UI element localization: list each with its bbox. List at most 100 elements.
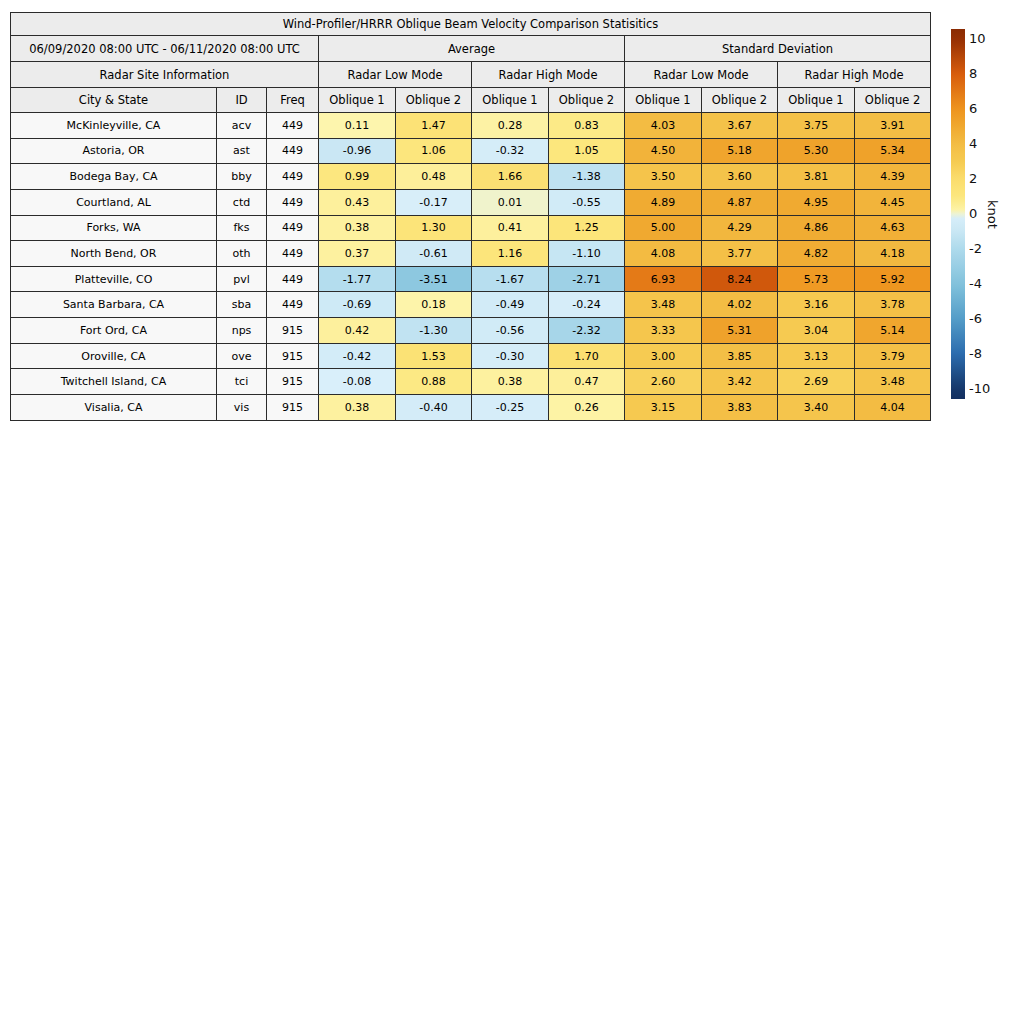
site-info-cell: Radar Site Information — [11, 62, 319, 88]
value-cell: -1.38 — [549, 164, 625, 190]
value-cell: 0.11 — [319, 113, 396, 139]
col-header-oblique1: Oblique 1 — [472, 88, 549, 113]
colorbar-tick-label: 2 — [969, 172, 977, 186]
value-cell: 3.83 — [702, 395, 778, 421]
group-average-cell: Average — [319, 36, 625, 62]
colorbar-tick-label: -2 — [969, 242, 982, 256]
value-cell: 4.03 — [625, 113, 702, 139]
value-cell: 0.18 — [396, 292, 472, 318]
site-cell-city: North Bend, OR — [11, 241, 217, 267]
value-cell: 0.43 — [319, 189, 396, 215]
table-row: Oroville, CAove915-0.421.53-0.301.703.00… — [11, 343, 931, 369]
value-cell: 3.04 — [778, 318, 855, 344]
value-cell: 3.60 — [702, 164, 778, 190]
value-cell: 4.63 — [855, 215, 931, 241]
value-cell: 1.05 — [549, 138, 625, 164]
site-cell-city: Astoria, OR — [11, 138, 217, 164]
value-cell: -0.32 — [472, 138, 549, 164]
value-cell: 3.15 — [625, 395, 702, 421]
value-cell: 4.04 — [855, 395, 931, 421]
value-cell: 4.02 — [702, 292, 778, 318]
value-cell: 2.60 — [625, 369, 702, 395]
value-cell: 1.53 — [396, 343, 472, 369]
colorbar-tick-label: -8 — [969, 347, 982, 361]
value-cell: 4.95 — [778, 189, 855, 215]
site-cell-freq: 449 — [267, 113, 319, 139]
value-cell: 5.18 — [702, 138, 778, 164]
period-cell: 06/09/2020 08:00 UTC - 06/11/2020 08:00 … — [11, 36, 319, 62]
value-cell: 0.38 — [319, 215, 396, 241]
value-cell: 0.41 — [472, 215, 549, 241]
value-cell: -3.51 — [396, 266, 472, 292]
site-cell-id: pvl — [217, 266, 267, 292]
table-row: McKinleyville, CAacv4490.111.470.280.834… — [11, 113, 931, 139]
value-cell: -0.40 — [396, 395, 472, 421]
site-cell-city: Fort Ord, CA — [11, 318, 217, 344]
group-std-deviation-cell: Standard Deviation — [625, 36, 931, 62]
value-cell: 5.14 — [855, 318, 931, 344]
site-cell-freq: 915 — [267, 395, 319, 421]
table-row: Forks, WAfks4490.381.300.411.255.004.294… — [11, 215, 931, 241]
std-low-mode-cell: Radar Low Mode — [625, 62, 778, 88]
value-cell: 4.50 — [625, 138, 702, 164]
value-cell: -0.30 — [472, 343, 549, 369]
value-cell: 1.06 — [396, 138, 472, 164]
site-cell-city: Courtland, AL — [11, 189, 217, 215]
value-cell: 4.39 — [855, 164, 931, 190]
table-row: Astoria, ORast449-0.961.06-0.321.054.505… — [11, 138, 931, 164]
value-cell: 3.48 — [855, 369, 931, 395]
value-cell: -2.32 — [549, 318, 625, 344]
site-cell-city: Forks, WA — [11, 215, 217, 241]
value-cell: -0.25 — [472, 395, 549, 421]
value-cell: 4.89 — [625, 189, 702, 215]
site-cell-city: Santa Barbara, CA — [11, 292, 217, 318]
colorbar-unit-label: knot — [983, 29, 1001, 399]
value-cell: 3.40 — [778, 395, 855, 421]
site-cell-freq: 449 — [267, 215, 319, 241]
value-cell: -0.69 — [319, 292, 396, 318]
value-cell: 0.26 — [549, 395, 625, 421]
value-cell: 3.85 — [702, 343, 778, 369]
value-cell: 0.48 — [396, 164, 472, 190]
value-cell: -0.17 — [396, 189, 472, 215]
colorbar-tick-label: 8 — [969, 67, 977, 81]
avg-high-mode-cell: Radar High Mode — [472, 62, 625, 88]
table-row: Santa Barbara, CAsba449-0.690.18-0.49-0.… — [11, 292, 931, 318]
value-cell: 6.93 — [625, 266, 702, 292]
value-cell: 5.31 — [702, 318, 778, 344]
value-cell: 3.16 — [778, 292, 855, 318]
value-cell: -1.10 — [549, 241, 625, 267]
value-cell: 1.25 — [549, 215, 625, 241]
site-cell-id: acv — [217, 113, 267, 139]
site-cell-id: fks — [217, 215, 267, 241]
site-cell-freq: 449 — [267, 138, 319, 164]
value-cell: 2.69 — [778, 369, 855, 395]
col-header-oblique2: Oblique 2 — [855, 88, 931, 113]
col-header-city: City & State — [11, 88, 217, 113]
site-cell-freq: 915 — [267, 369, 319, 395]
site-cell-id: oth — [217, 241, 267, 267]
col-header-oblique2: Oblique 2 — [549, 88, 625, 113]
value-cell: -0.56 — [472, 318, 549, 344]
value-cell: 0.38 — [319, 395, 396, 421]
value-cell: 3.79 — [855, 343, 931, 369]
value-cell: 3.00 — [625, 343, 702, 369]
site-cell-city: McKinleyville, CA — [11, 113, 217, 139]
stats-table: Wind-Profiler/HRRR Oblique Beam Velocity… — [10, 12, 931, 421]
value-cell: 1.30 — [396, 215, 472, 241]
site-cell-id: vis — [217, 395, 267, 421]
table-row: Fort Ord, CAnps9150.42-1.30-0.56-2.323.3… — [11, 318, 931, 344]
site-cell-freq: 915 — [267, 343, 319, 369]
table-row: Courtland, ALctd4490.43-0.170.01-0.554.8… — [11, 189, 931, 215]
mode-header-row: Radar Site Information Radar Low Mode Ra… — [11, 62, 931, 88]
site-cell-id: tci — [217, 369, 267, 395]
value-cell: 4.45 — [855, 189, 931, 215]
site-cell-city: Oroville, CA — [11, 343, 217, 369]
value-cell: 0.37 — [319, 241, 396, 267]
value-cell: -0.49 — [472, 292, 549, 318]
value-cell: 1.66 — [472, 164, 549, 190]
colorbar-tick-label: -6 — [969, 312, 982, 326]
value-cell: 0.38 — [472, 369, 549, 395]
colorbar-tick-label: 6 — [969, 102, 977, 116]
value-cell: -1.67 — [472, 266, 549, 292]
